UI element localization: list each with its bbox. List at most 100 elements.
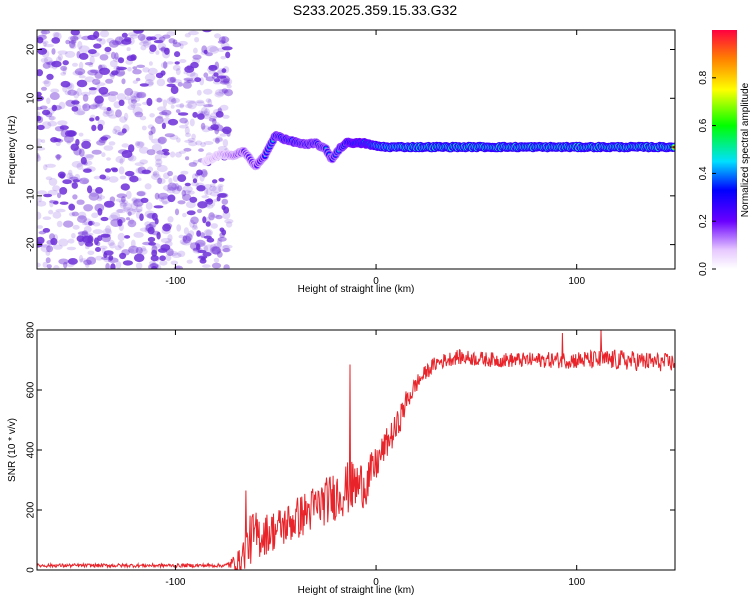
noise-blob	[190, 216, 199, 225]
noise-blob	[117, 232, 126, 242]
noise-blob	[223, 264, 230, 269]
noise-blob	[49, 199, 54, 208]
noise-blob	[167, 234, 173, 242]
noise-blob	[163, 151, 170, 156]
noise-blob	[203, 184, 212, 190]
noise-blob	[196, 243, 201, 251]
noise-blob	[225, 51, 231, 59]
noise-blob	[83, 154, 95, 158]
noise-blob	[117, 240, 125, 249]
noise-blob	[192, 54, 202, 60]
noise-blob	[45, 257, 51, 264]
noise-blob	[214, 91, 224, 98]
noise-blob	[195, 140, 203, 146]
noise-blob	[94, 237, 99, 246]
noise-blob	[52, 105, 62, 111]
noise-blob	[187, 190, 195, 195]
colorbar-tick-label: 0.0	[698, 262, 709, 276]
noise-blob	[134, 162, 145, 167]
noise-blob	[161, 152, 168, 159]
noise-blob	[200, 169, 208, 178]
noise-blob	[37, 115, 42, 122]
noise-blob	[66, 172, 74, 180]
noise-blob	[62, 67, 67, 75]
noise-blob	[177, 82, 183, 87]
heatmap-x-label: Height of straight line (km)	[298, 284, 415, 295]
noise-blob	[200, 232, 205, 238]
noise-blob	[182, 81, 192, 89]
noise-blob	[155, 50, 160, 55]
noise-blob	[195, 101, 205, 107]
noise-blob	[197, 110, 204, 118]
noise-blob	[178, 124, 189, 129]
noise-blob	[190, 72, 199, 79]
noise-blob	[153, 205, 164, 209]
noise-blob	[127, 98, 133, 106]
noise-blob	[210, 214, 220, 218]
noise-blob	[174, 61, 180, 65]
noise-blob	[153, 33, 163, 43]
noise-blob	[51, 37, 61, 44]
noise-blob	[37, 124, 45, 131]
noise-blob	[106, 157, 111, 161]
noise-blob	[220, 55, 226, 60]
noise-blob	[96, 100, 104, 107]
noise-blob	[150, 126, 156, 135]
noise-blob	[101, 152, 106, 158]
noise-blob	[125, 190, 132, 200]
noise-blob	[136, 91, 147, 99]
noise-blob	[121, 196, 126, 203]
noise-blob	[42, 216, 52, 220]
noise-blob	[80, 91, 91, 97]
noise-blob	[203, 72, 209, 78]
noise-blob	[197, 249, 207, 254]
noise-blob	[196, 230, 202, 237]
noise-blob	[197, 208, 202, 214]
noise-blob	[76, 178, 83, 182]
noise-blob	[113, 125, 121, 132]
noise-blob	[72, 224, 80, 230]
noise-blob	[136, 190, 147, 197]
noise-blob	[135, 246, 143, 255]
noise-blob	[222, 126, 232, 135]
noise-blob	[50, 237, 58, 246]
noise-blob	[46, 264, 52, 269]
noise-blob	[115, 209, 127, 214]
noise-blob	[110, 51, 116, 60]
noise-blob	[121, 78, 126, 85]
noise-blob	[171, 98, 177, 104]
heatmap-x-tick-label: -100	[165, 276, 185, 287]
noise-blob	[94, 71, 103, 79]
noise-blob	[118, 199, 128, 204]
noise-blob	[158, 36, 166, 42]
noise-blob	[60, 72, 67, 76]
snr-series-line	[37, 330, 675, 570]
noise-blob	[139, 213, 144, 221]
noise-blob	[184, 126, 190, 135]
noise-blob	[131, 197, 138, 203]
noise-blob	[221, 198, 229, 205]
noise-blob	[91, 124, 97, 132]
noise-blob	[206, 45, 218, 53]
noise-blob	[192, 178, 198, 184]
noise-blob	[132, 66, 138, 70]
noise-blob	[71, 161, 83, 168]
snr-y-ticks: 0 200 400 600 800	[26, 321, 675, 573]
noise-blob	[170, 104, 175, 109]
noise-blob	[217, 237, 223, 244]
noise-blob	[73, 110, 85, 116]
noise-blob	[157, 136, 167, 144]
noise-blob	[58, 258, 69, 265]
noise-blob	[88, 87, 97, 91]
snr-y-tick-label: 0	[26, 567, 37, 573]
noise-blob	[37, 106, 43, 111]
noise-blob	[107, 257, 119, 263]
noise-blob	[179, 43, 184, 49]
noise-blob	[222, 211, 231, 220]
noise-blob	[207, 67, 213, 72]
noise-blob	[94, 100, 103, 109]
colorbar-tick-label: 0.4	[698, 166, 709, 180]
noise-blob	[203, 104, 214, 108]
noise-blob	[136, 64, 146, 69]
noise-blob	[151, 143, 162, 152]
